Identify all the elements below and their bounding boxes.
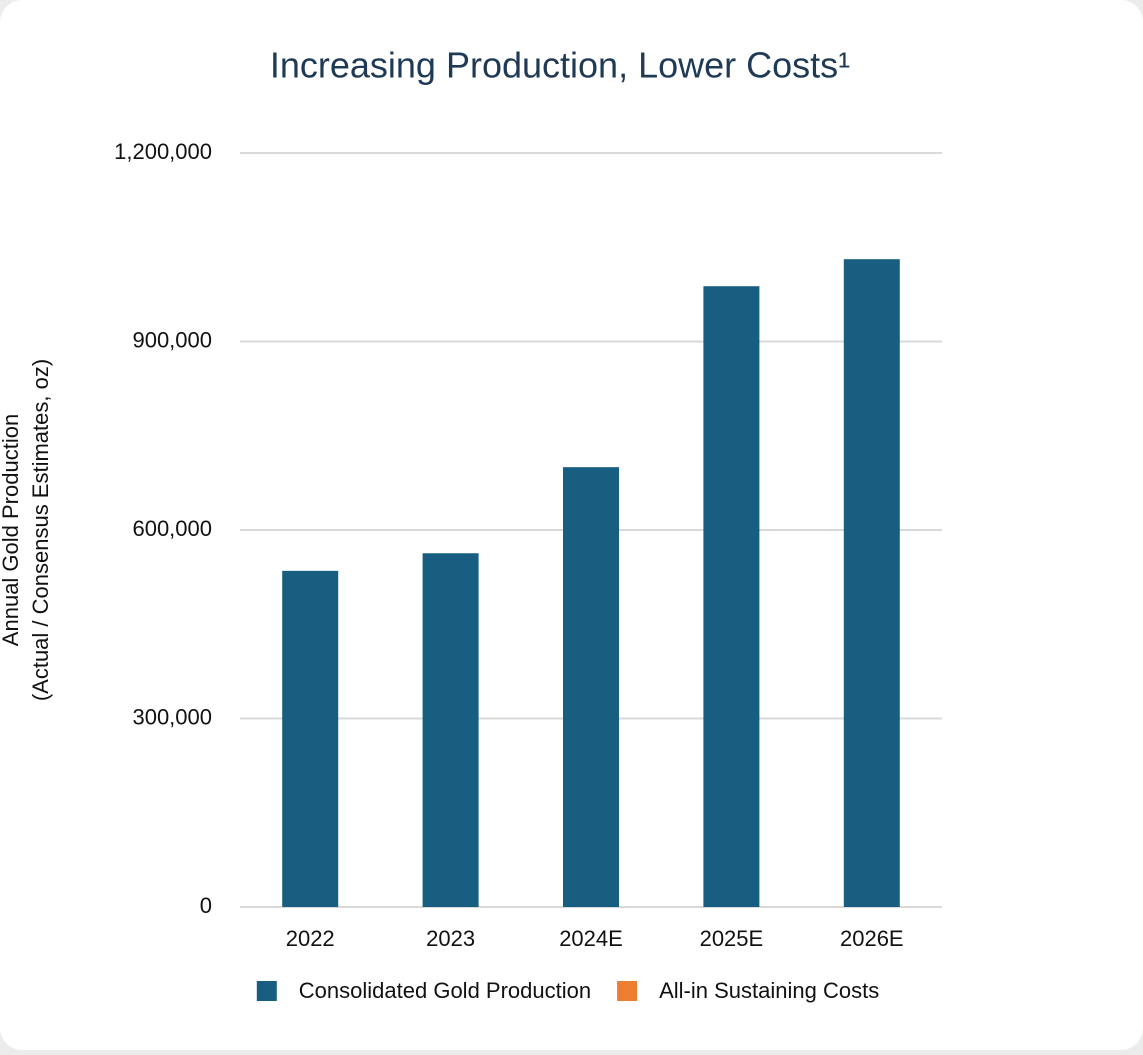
bar — [422, 553, 479, 907]
y-tick-label: 0 — [200, 893, 212, 918]
legend-label: Consolidated Gold Production — [299, 978, 591, 1003]
y-tick-label: 300,000 — [132, 704, 212, 729]
bar — [563, 467, 619, 907]
y-tick-label: 1,200,000 — [114, 139, 212, 164]
x-tick-label: 2024E — [559, 926, 623, 951]
y-tick-label: 600,000 — [132, 516, 212, 541]
bar — [703, 286, 760, 907]
legend-swatch — [256, 981, 277, 1001]
legend-label: All-in Sustaining Costs — [659, 978, 879, 1003]
bar — [843, 259, 900, 907]
x-tick-label: 2025E — [700, 926, 764, 951]
y-axis-label: Annual Gold Production — [0, 414, 23, 646]
x-tick-label: 2022 — [286, 926, 335, 951]
y-axis-label: (Actual / Consensus Estimates, oz) — [28, 359, 53, 701]
legend-swatch — [617, 981, 638, 1001]
y-tick-label: 900,000 — [132, 327, 212, 352]
bar — [282, 570, 339, 907]
x-tick-label: 2026E — [840, 926, 904, 951]
chart-title: Increasing Production, Lower Costs¹ — [270, 45, 850, 86]
x-tick-label: 2023 — [426, 926, 475, 951]
